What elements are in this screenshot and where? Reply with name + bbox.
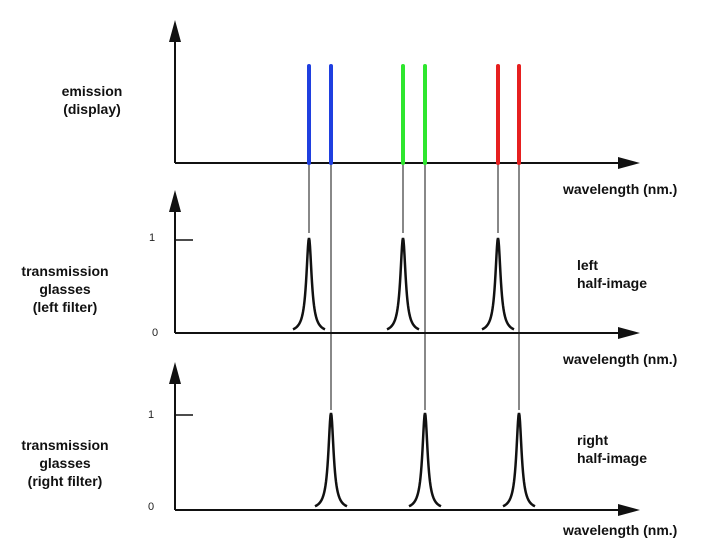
x-axis-arrow-emission bbox=[618, 157, 640, 169]
x-axis-label-left-filter: wavelength (nm.) bbox=[563, 351, 678, 367]
y-tick-1-left: 1 bbox=[149, 232, 156, 244]
right-filter-panel-label: transmission glasses (right filter) bbox=[5, 436, 125, 490]
right-filter-label-line-2: glasses bbox=[39, 455, 91, 471]
filter-peak-blue-left bbox=[292, 237, 326, 331]
left-half-image-line-1: left bbox=[577, 257, 598, 273]
filter-peak-green-left bbox=[386, 237, 420, 331]
y-tick-1-right: 1 bbox=[148, 409, 155, 421]
filter-peaks-group bbox=[292, 237, 536, 508]
x-axis-label-right-filter: wavelength (nm.) bbox=[563, 522, 678, 538]
right-half-image-line-2: half-image bbox=[577, 450, 648, 466]
y-axis-arrow-right-filter bbox=[169, 362, 181, 384]
left-filter-label-line-1: transmission bbox=[21, 263, 109, 279]
left-half-image-line-2: half-image bbox=[577, 275, 648, 291]
emission-lines-group bbox=[307, 64, 521, 165]
right-half-image-line-1: right bbox=[577, 432, 609, 448]
y-axis-arrow-emission bbox=[169, 20, 181, 42]
x-axis-arrow-left-filter bbox=[618, 327, 640, 339]
x-axis-label-emission: wavelength (nm.) bbox=[563, 181, 678, 197]
right-half-image-label: right half-image bbox=[577, 431, 647, 467]
right-filter-label-line-3: (right filter) bbox=[27, 473, 103, 489]
left-filter-label-line-3: (left filter) bbox=[32, 299, 98, 315]
y-axis-arrow-left-filter bbox=[169, 190, 181, 212]
left-filter-panel-label: transmission glasses (left filter) bbox=[5, 262, 125, 316]
left-half-image-label: left half-image bbox=[577, 256, 647, 292]
y-tick-0-right: 0 bbox=[148, 501, 155, 513]
connector-lines-group bbox=[308, 163, 520, 410]
filter-peak-red-left bbox=[481, 237, 515, 331]
filter-peak-green-right bbox=[408, 412, 442, 508]
filter-peak-red-right bbox=[502, 412, 536, 508]
emission-panel-label: emission (display) bbox=[42, 82, 142, 118]
right-filter-label-line-1: transmission bbox=[21, 437, 109, 453]
filter-peak-blue-right bbox=[314, 412, 348, 508]
left-filter-label-line-2: glasses bbox=[39, 281, 91, 297]
emission-label-line-1: emission bbox=[61, 83, 123, 99]
y-tick-0-left: 0 bbox=[152, 327, 159, 339]
emission-label-line-2: (display) bbox=[63, 101, 121, 117]
axes-group bbox=[169, 20, 640, 516]
x-axis-arrow-right-filter bbox=[618, 504, 640, 516]
